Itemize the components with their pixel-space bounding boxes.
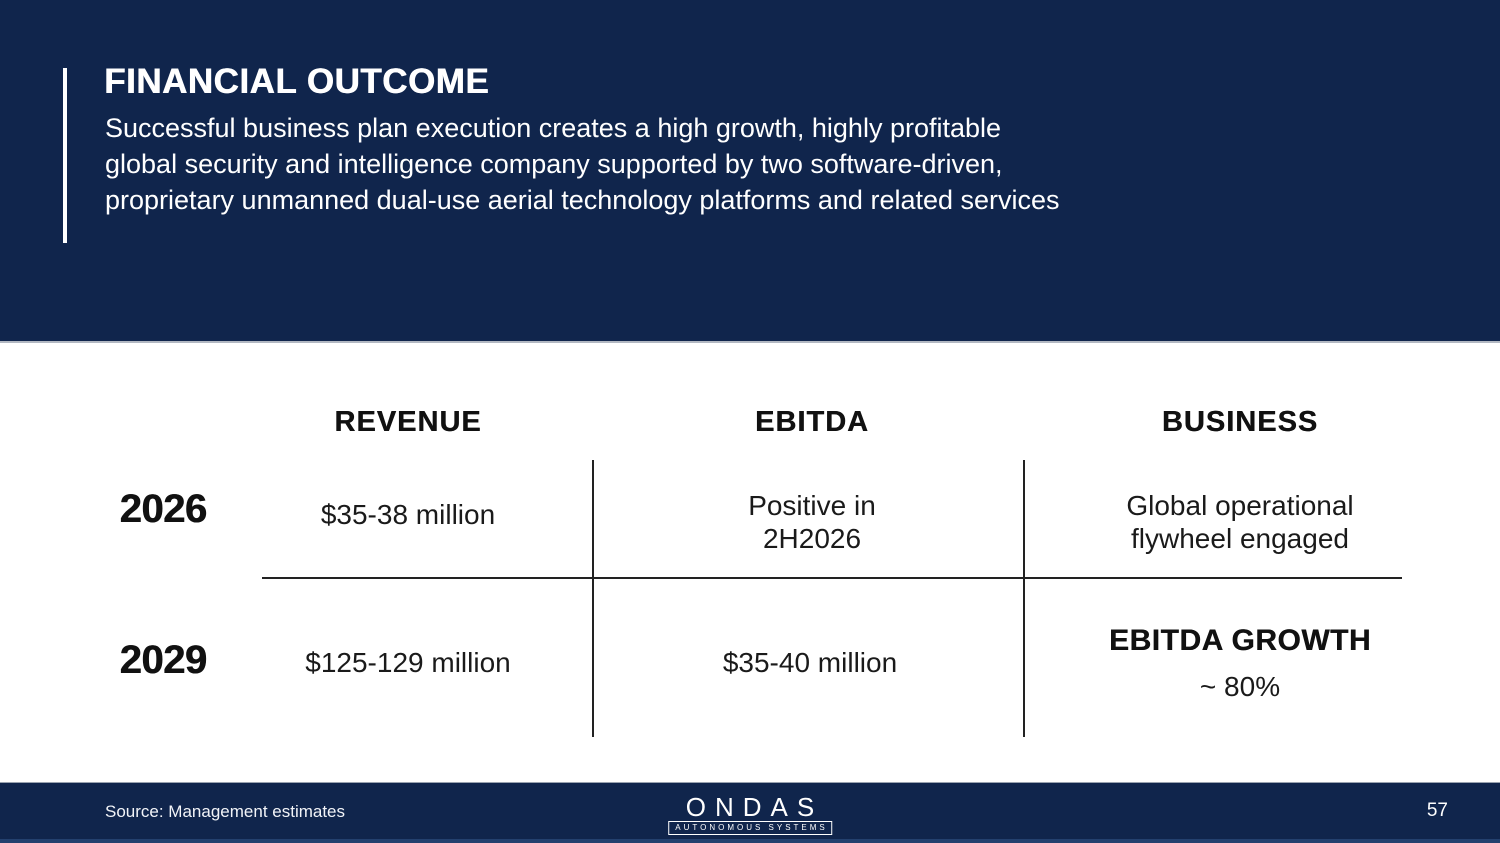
ebitda-2026-line-2: 2H2026 xyxy=(762,523,862,554)
page-number: 57 xyxy=(1426,800,1448,821)
table-vertical-divider-1 xyxy=(592,460,594,737)
source-note: Source: Management estimates xyxy=(105,802,346,821)
subtitle-line-3: proprietary unmanned dual-use aerial tec… xyxy=(105,185,1060,215)
slide-subtitle: Successful business plan execution creat… xyxy=(105,110,1060,218)
business-2026-line-2: flywheel engaged xyxy=(1131,523,1349,554)
business-2026-line-1: Global operational xyxy=(1126,490,1354,521)
subtitle-line-1: Successful business plan execution creat… xyxy=(105,113,1002,143)
column-header-ebitda: EBITDA xyxy=(755,406,869,438)
year-2029-label: 2029 xyxy=(119,638,207,682)
logo-wordmark: ONDAS xyxy=(685,792,824,822)
footer-section: Source: Management estimates ONDAS AUTON… xyxy=(0,782,1500,843)
logo-tagline: AUTONOMOUS SYSTEMS xyxy=(668,821,832,835)
revenue-2029-value: $125-129 million xyxy=(305,647,511,678)
slide-title: FINANCIAL OUTCOME xyxy=(104,62,490,101)
column-header-revenue: REVENUE xyxy=(334,406,482,438)
ondas-logo: ONDAS AUTONOMOUS SYSTEMS xyxy=(668,794,832,835)
revenue-2026-value: $35-38 million xyxy=(320,499,496,530)
subtitle-line-2: global security and intelligence company… xyxy=(105,149,1003,179)
table-vertical-divider-2 xyxy=(1023,460,1025,737)
year-2026-label: 2026 xyxy=(119,487,207,531)
business-2029-title: EBITDA GROWTH xyxy=(1108,624,1372,657)
business-2026-value: Global operational flywheel engaged xyxy=(1126,489,1353,555)
footer-bottom-strip xyxy=(0,839,1500,843)
ebitda-2029-value: $35-40 million xyxy=(722,647,898,678)
ebitda-2026-line-1: Positive in xyxy=(748,490,876,521)
accent-bar xyxy=(63,68,67,243)
header-section: FINANCIAL OUTCOME Successful business pl… xyxy=(0,0,1500,343)
column-header-business: BUSINESS xyxy=(1161,406,1319,438)
ebitda-2026-value: Positive in 2H2026 xyxy=(748,489,876,555)
business-2029-value: ~ 80% xyxy=(1199,671,1281,702)
table-horizontal-divider xyxy=(262,577,1402,579)
